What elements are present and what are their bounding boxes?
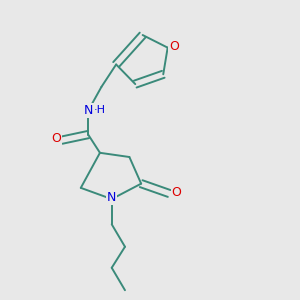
Text: ·H: ·H (94, 105, 106, 115)
Text: N: N (107, 191, 116, 204)
Text: N: N (84, 104, 93, 117)
Text: O: O (172, 186, 182, 199)
Text: O: O (51, 132, 61, 145)
Text: O: O (169, 40, 179, 53)
